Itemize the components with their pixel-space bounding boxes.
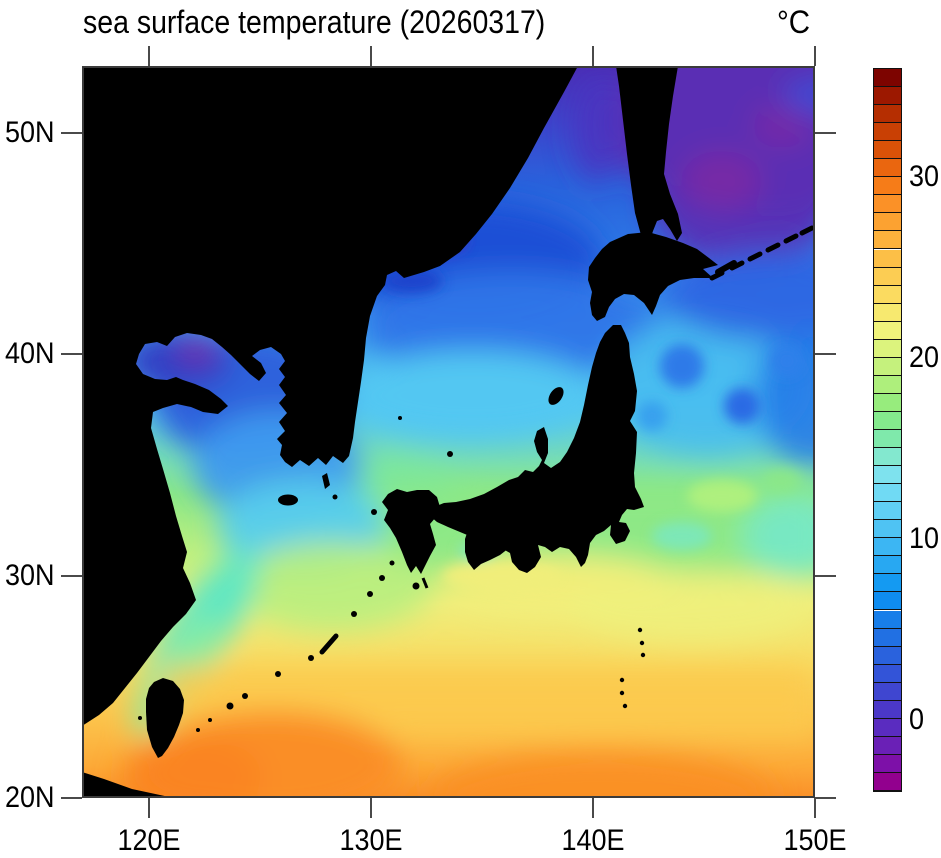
- colorbar-tick-label: 0: [909, 702, 925, 736]
- colorbar-cell: [874, 69, 901, 88]
- land-ulleung: [398, 416, 402, 420]
- x-tick-bottom: [147, 798, 150, 818]
- colorbar-cell: [874, 123, 901, 142]
- plot-frame: [82, 66, 815, 798]
- colorbar-cell: [874, 628, 901, 647]
- x-tick-top: [369, 46, 372, 66]
- colorbar-cell: [874, 682, 901, 701]
- y-tick-left: [61, 131, 82, 134]
- x-tick-label: 130E: [339, 824, 403, 857]
- y-tick-left: [61, 353, 82, 356]
- colorbar-cell: [874, 448, 901, 467]
- colorbar-tick-label: 30: [909, 159, 940, 193]
- colorbar-tick-label: 20: [909, 340, 940, 374]
- x-tick-bottom: [369, 798, 372, 818]
- land-yakushima: [412, 582, 420, 590]
- x-tick-bottom: [591, 798, 594, 818]
- colorbar-cell: [874, 249, 901, 268]
- colorbar-cell: [874, 646, 901, 665]
- land-goto: [371, 509, 377, 515]
- colorbar-cell: [874, 772, 901, 791]
- colorbar: [873, 68, 902, 792]
- land-oki: [447, 451, 453, 457]
- colorbar-cell: [874, 430, 901, 449]
- colorbar-cell: [874, 484, 901, 503]
- land-shikoku: [465, 518, 513, 570]
- land-asian-mainland: [82, 66, 578, 726]
- colorbar-cell: [874, 592, 901, 611]
- map-plot-area: [82, 66, 815, 798]
- colorbar-cell: [874, 195, 901, 214]
- y-tick-right: [815, 575, 836, 578]
- colorbar-cell: [874, 303, 901, 322]
- land-tsushima: [322, 473, 330, 489]
- land-shapes: [82, 66, 815, 798]
- y-tick-left: [61, 797, 82, 799]
- colorbar-tick-label: 10: [909, 521, 940, 555]
- colorbar-cell: [874, 213, 901, 232]
- colorbar-cell: [874, 105, 901, 124]
- colorbar-cell: [874, 754, 901, 773]
- land-hokkaido: [588, 232, 718, 321]
- land-taiwan: [146, 678, 184, 758]
- land-kyushu: [382, 489, 440, 574]
- y-tick-label: 50N: [5, 115, 55, 149]
- colorbar-cell: [874, 375, 901, 394]
- colorbar-cell: [874, 466, 901, 485]
- y-tick-right: [815, 353, 836, 356]
- land-tanegashima: [421, 577, 429, 589]
- land-sado: [548, 387, 564, 405]
- colorbar-cell: [874, 664, 901, 683]
- land-izu-islands: [619, 627, 646, 709]
- colorbar-cell: [874, 231, 901, 250]
- x-tick-bottom: [814, 798, 816, 818]
- colorbar-cell: [874, 141, 901, 160]
- colorbar-cell: [874, 411, 901, 430]
- colorbar-cell: [874, 502, 901, 521]
- colorbar-cell: [874, 736, 901, 755]
- chart-title: sea surface temperature (20260317): [83, 4, 546, 40]
- colorbar-cell: [874, 321, 901, 340]
- sst-field-svg: [82, 66, 815, 798]
- colorbar-cell: [874, 574, 901, 593]
- colorbar-cell: [874, 339, 901, 358]
- y-tick-left: [61, 575, 82, 578]
- land-ryukyu-islands: [138, 560, 395, 732]
- land-iki: [332, 494, 338, 500]
- colorbar-cell: [874, 556, 901, 575]
- colorbar-cell: [874, 700, 901, 719]
- land-south-china-corner: [82, 772, 174, 798]
- colorbar-cell: [874, 520, 901, 539]
- colorbar-cell: [874, 159, 901, 178]
- x-tick-label: 150E: [783, 824, 847, 857]
- colorbar-cell: [874, 87, 901, 106]
- colorbar-cell: [874, 357, 901, 376]
- y-tick-right: [815, 797, 836, 799]
- land-jeju: [278, 494, 298, 506]
- x-tick-label: 140E: [561, 824, 625, 857]
- colorbar-cell: [874, 177, 901, 196]
- colorbar-cell: [874, 610, 901, 629]
- land-awaji: [499, 538, 507, 546]
- y-tick-label: 20N: [5, 781, 55, 814]
- x-tick-top: [814, 46, 816, 66]
- colorbar-cell: [874, 538, 901, 557]
- units-label: °C: [777, 4, 811, 40]
- x-tick-top: [147, 46, 150, 66]
- land-kuril-islands: [709, 225, 815, 281]
- colorbar-cell: [874, 718, 901, 737]
- land-honshu: [430, 325, 644, 573]
- colorbar-cell: [874, 267, 901, 286]
- colorbar-cell: [874, 285, 901, 304]
- y-tick-label: 40N: [5, 337, 55, 371]
- land-sakhalin: [616, 66, 682, 246]
- x-tick-label: 120E: [117, 824, 181, 857]
- y-tick-label: 30N: [5, 559, 55, 593]
- y-tick-right: [815, 131, 836, 134]
- colorbar-cell: [874, 393, 901, 412]
- x-tick-top: [591, 46, 594, 66]
